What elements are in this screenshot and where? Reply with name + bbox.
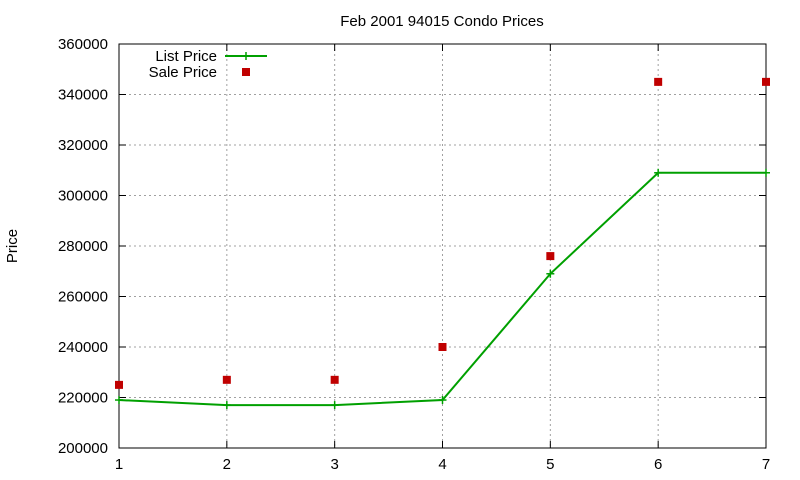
x-tick-label: 4 [438, 456, 446, 473]
axis-ticks: 200000 220000 240000 260000 280000 300000 3200… [58, 36, 770, 473]
legend-entry: Sale Price [149, 64, 250, 81]
data-point [222, 401, 231, 410]
data-point [115, 380, 123, 389]
y-tick-label: 240000 [58, 339, 108, 356]
y-tick-label: 200000 [58, 440, 108, 457]
y-axis-label: Price [4, 229, 21, 263]
y-tick-label: 220000 [58, 390, 108, 407]
y-tick-label: 260000 [58, 289, 108, 306]
x-tick-label: 6 [654, 456, 662, 473]
data-point [438, 343, 447, 351]
x-tick-label: 3 [330, 456, 338, 473]
x-tick-label: 2 [223, 456, 231, 473]
legend-label: Sale Price [149, 64, 217, 81]
data-point [438, 396, 447, 405]
chart-title: Feb 2001 94015 Condo Prices [340, 13, 543, 30]
data-point [330, 401, 339, 410]
grid [119, 44, 766, 448]
data-point [762, 77, 770, 86]
series-1 [115, 77, 770, 389]
y-tick-label: 340000 [58, 87, 108, 104]
series-0 [115, 168, 770, 410]
x-tick-label: 5 [546, 456, 554, 473]
legend-marker [242, 52, 250, 60]
data-point [546, 269, 555, 278]
y-tick-label: 280000 [58, 238, 108, 255]
data-point [654, 77, 663, 86]
data-point [115, 396, 123, 405]
x-tick-label: 7 [762, 456, 770, 473]
data-point [330, 375, 339, 384]
data-point [762, 168, 770, 177]
x-tick-label: 1 [115, 456, 123, 473]
y-tick-label: 300000 [58, 188, 108, 205]
y-tick-label: 360000 [58, 36, 108, 53]
legend-label: List Price [155, 48, 217, 65]
data-point [222, 375, 231, 384]
data-point [654, 168, 663, 177]
data-point [546, 252, 555, 261]
legend-entry: List Price [155, 48, 267, 65]
legend-marker [242, 68, 250, 76]
series-layer [115, 77, 770, 410]
y-tick-label: 320000 [58, 137, 108, 154]
